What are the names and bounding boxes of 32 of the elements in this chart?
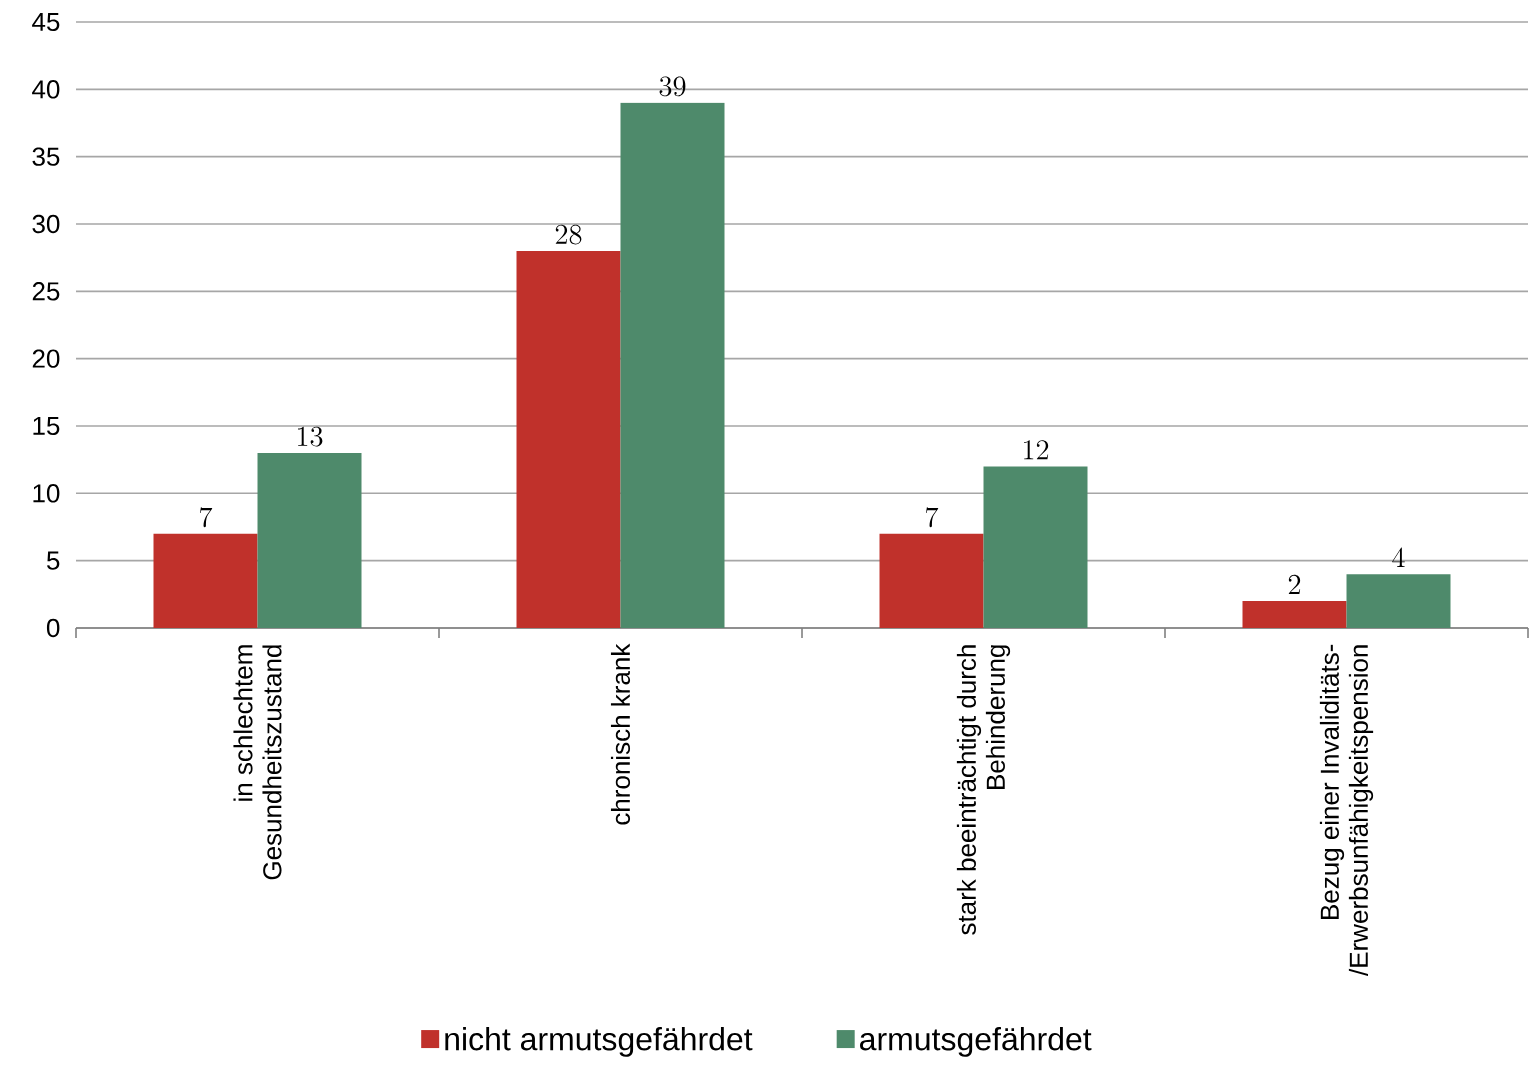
x-tick-label: chronisch krank [610,643,631,825]
bar [153,533,258,628]
x-tick-label: in schlechtem Gesundheitszustand [233,645,282,880]
legend-label: nicht armutsgefährdet [445,1026,753,1057]
data-label: 13 [298,426,323,447]
y-tick-label: 5 [46,551,60,570]
legend-label: armutsgefährdet [860,1026,1092,1057]
bar [1242,601,1347,628]
y-tick-label: 30 [32,214,60,234]
x-tick-label: Bezug einer Invaliditäts-/Erwerbsunfähigkeitspension [1319,644,1374,977]
data-label: 2 [1288,574,1301,594]
bar [879,533,984,628]
y-tick-label: 40 [32,80,60,99]
y-tick-label: 0 [46,618,60,638]
bar [516,250,621,628]
bar [1346,574,1451,628]
y-tick-label: 45 [32,12,60,32]
x-tick-label: stark beeinträchtigt durch Behinderung [956,645,1011,935]
data-label: 39 [659,76,686,97]
data-label: 12 [1024,440,1049,460]
y-tick-label: 15 [33,416,60,436]
y-tick-label: 35 [32,147,60,166]
data-label: 7 [200,507,213,528]
y-tick-label: 20 [32,349,60,368]
data-label: 4 [1392,547,1405,568]
bar [620,102,725,628]
y-tick-label: 10 [33,484,60,503]
y-tick-label: 25 [32,282,60,301]
data-label: 7 [926,507,939,528]
bar [983,466,1088,628]
bar [257,452,362,628]
data-label: 28 [555,224,582,245]
